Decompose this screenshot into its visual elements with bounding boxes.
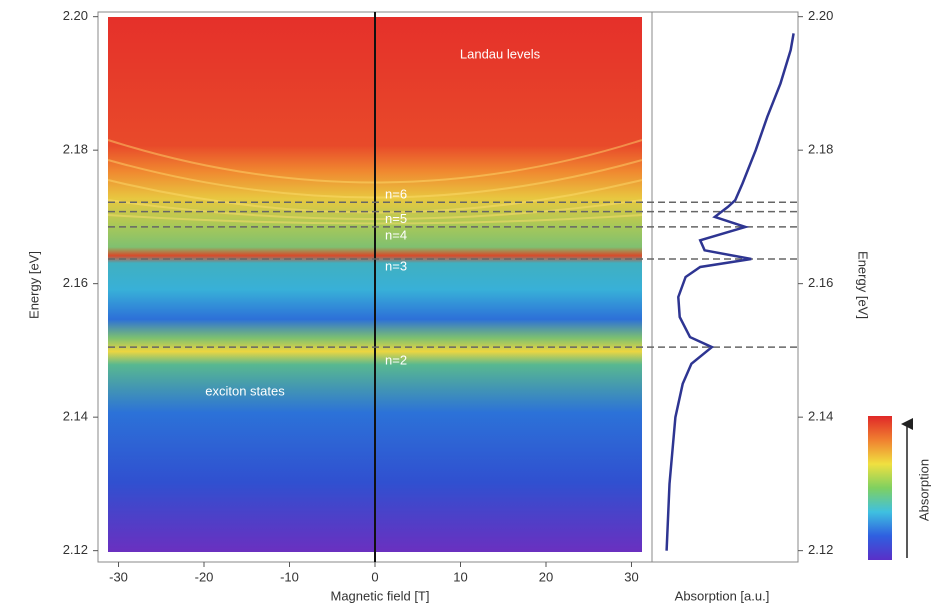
y-axis-label: Energy [eV] bbox=[856, 251, 871, 319]
x-axis-label: Magnetic field [T] bbox=[331, 588, 430, 603]
y-tick-label: 2.16 bbox=[808, 275, 833, 290]
y-tick-label: 2.14 bbox=[63, 409, 88, 424]
level-label: n=2 bbox=[385, 353, 407, 368]
x-tick-label: -20 bbox=[195, 569, 214, 584]
x-tick-label: -10 bbox=[280, 569, 299, 584]
y-tick-label: 2.20 bbox=[63, 8, 88, 23]
colorbar bbox=[868, 416, 892, 560]
y-tick-label: 2.18 bbox=[63, 142, 88, 157]
level-label: n=6 bbox=[385, 187, 407, 202]
annotation: exciton states bbox=[205, 383, 285, 398]
colorbar-label: Absorption bbox=[916, 459, 931, 521]
y-tick-label: 2.12 bbox=[808, 542, 833, 557]
annotation: Landau levels bbox=[460, 46, 541, 61]
level-label: n=3 bbox=[385, 258, 407, 273]
level-label: n=5 bbox=[385, 211, 407, 226]
y-tick-label: 2.14 bbox=[808, 409, 833, 424]
y-tick-label: 2.16 bbox=[63, 275, 88, 290]
x-tick-label: 20 bbox=[539, 569, 553, 584]
absorption-curve bbox=[665, 33, 795, 551]
x-tick-label: -30 bbox=[109, 569, 128, 584]
x-tick-label: 0 bbox=[371, 569, 378, 584]
x-axis-label: Absorption [a.u.] bbox=[675, 588, 770, 603]
x-tick-label: 30 bbox=[624, 569, 638, 584]
x-tick-label: 10 bbox=[453, 569, 467, 584]
y-axis-label: Energy [eV] bbox=[26, 251, 41, 319]
y-tick-label: 2.12 bbox=[63, 542, 88, 557]
y-tick-label: 2.18 bbox=[808, 142, 833, 157]
y-tick-label: 2.20 bbox=[808, 8, 833, 23]
level-label: n=4 bbox=[385, 227, 407, 242]
